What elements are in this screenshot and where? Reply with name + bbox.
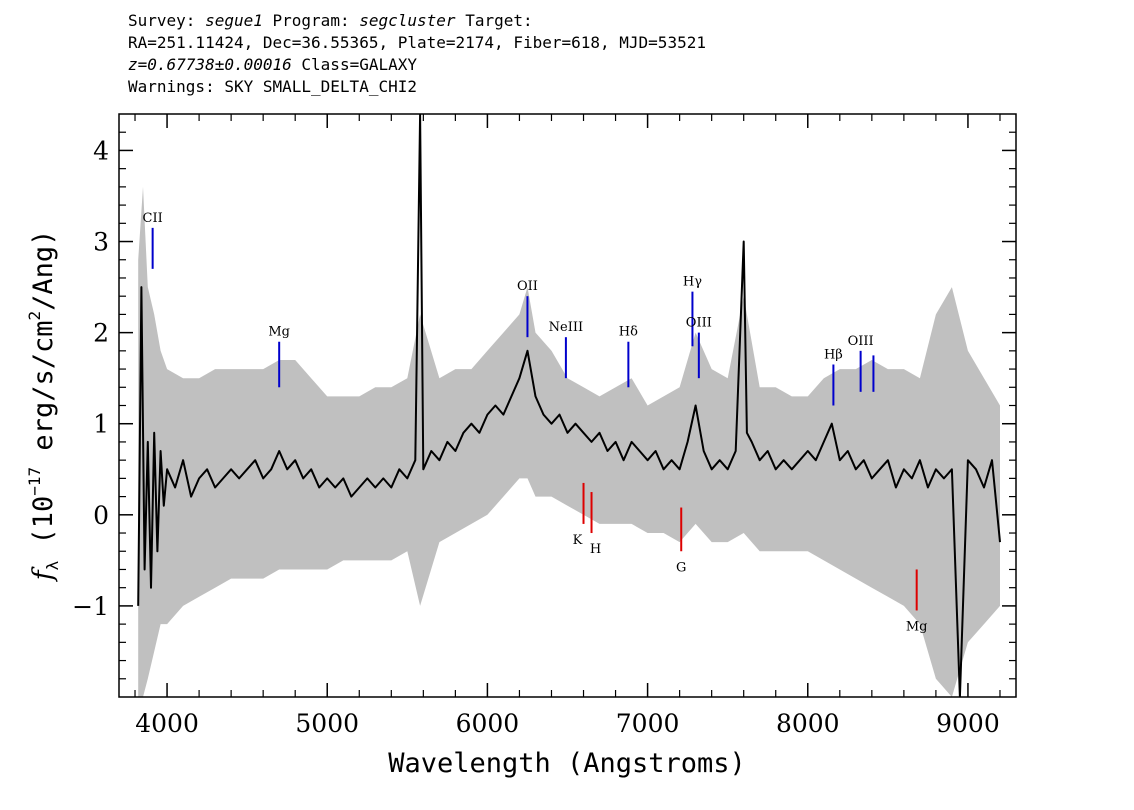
- flux-line: [137, 114, 1001, 697]
- x-tick-label: 5000: [295, 709, 359, 738]
- x-tick-label: 9000: [936, 709, 1000, 738]
- y-axis-title: fλ (10−17 erg/s/cm2/Ang): [25, 230, 62, 583]
- survey-value: segue1: [205, 11, 263, 30]
- spectrum-header: Survey: segue1 Program: segcluster Targe…: [128, 10, 706, 98]
- emission-line-label: Hβ: [824, 348, 843, 363]
- y-tick-label: 4: [93, 136, 109, 165]
- y-tick-label: −1: [72, 592, 109, 621]
- x-axis-title: Wavelength (Angstroms): [388, 748, 746, 779]
- plot-area: [137, 114, 1001, 697]
- noise-band: [138, 186, 1000, 697]
- emission-line-label: Hγ: [683, 275, 702, 290]
- absorption-line-label: Mg: [906, 619, 928, 634]
- emission-line-label: NeIII: [549, 320, 583, 335]
- header-line-1: Survey: segue1 Program: segcluster Targe…: [128, 10, 706, 32]
- y-tick-label: 3: [93, 228, 109, 257]
- y-tick-label: 0: [93, 501, 109, 530]
- emission-line-label: Mg: [268, 325, 290, 340]
- class-value: Class=GALAXY: [301, 55, 417, 74]
- axis-ticks: 4000 5000 6000 7000 8000 9000 −1 0 1 2 3 4: [72, 114, 1016, 738]
- target-label: Target:: [465, 11, 533, 30]
- x-tick-label: 8000: [776, 709, 840, 738]
- absorption-line-label: H: [590, 542, 601, 557]
- emission-line-label: Hδ: [619, 325, 638, 340]
- program-label: Program:: [272, 11, 350, 30]
- x-tick-label: 7000: [616, 709, 680, 738]
- emission-line-label: CII: [143, 211, 163, 226]
- emission-line-label: OII: [517, 279, 538, 294]
- program-value: segcluster: [359, 11, 456, 30]
- emission-line-label: OIII: [686, 316, 712, 331]
- y-tick-label: 2: [93, 319, 109, 348]
- warnings-line: Warnings: SKY SMALL_DELTA_CHI2: [128, 77, 417, 96]
- x-tick-label: 4000: [135, 709, 199, 738]
- survey-label: Survey:: [128, 11, 196, 30]
- x-tick-label: 6000: [456, 709, 520, 738]
- header-line-2: RA=251.11424, Dec=36.55365, Plate=2174, …: [128, 33, 706, 52]
- spectral-line-markers: CII Mg OII NeIII Hδ Hγ OIII Hβ OIII KH G Mg: [143, 211, 928, 635]
- absorption-line-label: G: [676, 560, 686, 575]
- redshift-value: z=0.67738±0.00016: [128, 55, 292, 74]
- emission-line-label: OIII: [848, 334, 874, 349]
- y-tick-label: 1: [93, 410, 109, 439]
- header-line-3: z=0.67738±0.00016 Class=GALAXY: [128, 54, 706, 76]
- absorption-line-label: K: [573, 533, 583, 548]
